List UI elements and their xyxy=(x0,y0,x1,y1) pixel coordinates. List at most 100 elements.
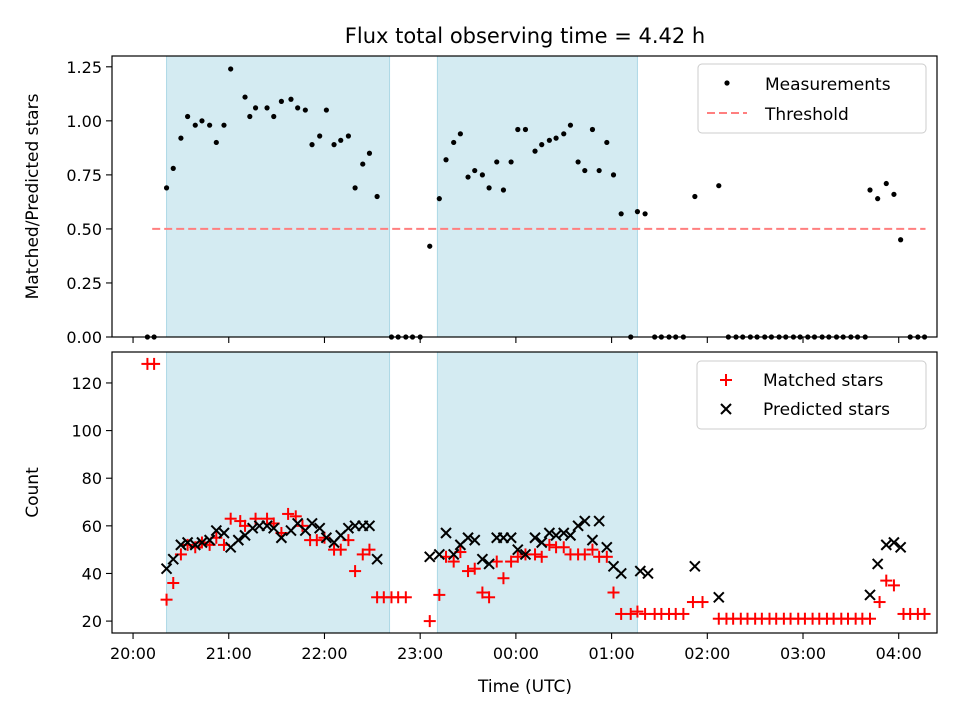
bot-y-tick-label-4: 100 xyxy=(71,422,102,441)
bot-series-0-point-63 xyxy=(631,605,644,618)
top-series-0-point-62 xyxy=(618,211,624,217)
bot-y-tick-label-5: 120 xyxy=(71,374,102,393)
bot-series-0-point-1 xyxy=(148,357,161,370)
top-series-0-point-58 xyxy=(589,126,596,133)
bot-series-1-point-44 xyxy=(529,532,541,544)
top-series-0-point-51 xyxy=(539,142,545,148)
bot-series-1-point-50 xyxy=(572,520,584,532)
top-series-0-point-94 xyxy=(875,196,881,202)
top-series-0-point-12 xyxy=(242,94,248,100)
legend-matched-marker xyxy=(720,374,732,386)
bot-y-tick-label-2: 60 xyxy=(82,517,102,536)
top-observing-span-1 xyxy=(436,55,638,338)
bot-series-1-point-48 xyxy=(558,527,570,539)
bot-series-0-point-56 xyxy=(578,548,591,561)
bot-series-0-point-49 xyxy=(529,548,542,561)
top-series-0-point-72 xyxy=(716,183,722,189)
top-series-0-point-96 xyxy=(891,191,897,197)
bot-series-1-point-25 xyxy=(342,522,355,534)
top-series-0-point-20 xyxy=(302,107,308,113)
top-series-0-point-28 xyxy=(360,161,366,167)
top-series-0-point-2 xyxy=(163,185,170,191)
bot-series-0-point-15 xyxy=(261,512,274,525)
top-series-0-point-26 xyxy=(345,133,351,139)
top-series-0-point-57 xyxy=(582,167,588,174)
top-series-0-point-64 xyxy=(634,209,641,215)
bot-series-1-point-41 xyxy=(505,532,517,544)
bot-series-1-point-37 xyxy=(476,553,489,565)
top-series-0-point-42 xyxy=(472,167,478,174)
top-series-0-point-45 xyxy=(494,159,500,165)
top-panel: 0.00 0.25 0.50 0.75 1.00 1.25 Matched/Predict… xyxy=(23,55,938,347)
bot-series-0-point-45 xyxy=(497,572,510,585)
top-y-tick-label-3: 0.75 xyxy=(66,166,102,185)
top-series-0-point-40 xyxy=(457,131,463,137)
bot-series-0-point-57 xyxy=(586,543,599,556)
bot-series-1-point-29 xyxy=(371,553,383,565)
top-series-0-point-39 xyxy=(451,139,457,146)
legend-matched-label: Matched stars xyxy=(763,371,883,391)
bot-series-0-point-34 xyxy=(399,591,412,604)
bottom-y-axis-label: Count xyxy=(23,467,43,518)
bottom-legend-box xyxy=(696,360,927,430)
top-series-0-point-49 xyxy=(522,126,529,133)
bot-series-0-point-41 xyxy=(468,562,481,575)
bot-series-1-point-59 xyxy=(689,560,701,573)
top-series-0-point-47 xyxy=(508,159,514,165)
bot-series-0-point-23 xyxy=(318,531,331,544)
top-series-0-point-23 xyxy=(323,107,329,113)
top-series-0-point-16 xyxy=(271,113,277,120)
legend-measurements-label: Measurements xyxy=(765,75,891,95)
bot-series-1-point-53 xyxy=(593,515,605,527)
bot-series-1-point-20 xyxy=(306,517,318,530)
bot-series-1-point-57 xyxy=(634,565,647,577)
bot-series-0-point-27 xyxy=(349,565,362,578)
bottom-panel: 20:00 21:00 22:00 23:00 00:00 01:00 02:00 03:00… xyxy=(23,351,938,697)
bot-series-1-point-61 xyxy=(864,589,876,601)
bot-series-0-point-62 xyxy=(624,607,637,620)
x-tick-label-5: 01:00 xyxy=(589,644,635,663)
bottom-legend: Matched stars Predicted stars xyxy=(696,360,927,430)
top-legend-box xyxy=(697,63,927,134)
top-series-0-point-4 xyxy=(178,135,184,141)
top-series-0-point-18 xyxy=(288,96,294,102)
bot-series-1-point-10 xyxy=(232,534,245,546)
top-series-0-point-22 xyxy=(317,133,323,139)
top-series-0-point-52 xyxy=(546,137,552,143)
top-series-0-point-54 xyxy=(561,131,567,137)
bot-series-0-point-95 xyxy=(880,574,893,587)
bot-series-0-point-2 xyxy=(160,593,173,606)
top-series-0-point-61 xyxy=(610,172,617,178)
x-tick-label-7: 03:00 xyxy=(780,644,826,663)
top-series-0-point-41 xyxy=(465,174,471,180)
top-series-0-point-19 xyxy=(295,105,301,111)
top-series-0-point-24 xyxy=(331,142,337,148)
bot-series-0-point-96 xyxy=(887,579,900,592)
bot-series-1-point-8 xyxy=(218,527,230,539)
top-y-tick-label-5: 1.25 xyxy=(66,58,102,77)
x-tick-label-8: 04:00 xyxy=(876,644,922,663)
bot-series-0-point-43 xyxy=(483,591,496,604)
bot-series-1-point-3 xyxy=(181,536,194,549)
bot-series-1-point-56 xyxy=(615,567,627,580)
x-tick-label-1: 21:00 xyxy=(206,644,252,663)
bot-series-1-point-16 xyxy=(275,532,288,544)
x-tick-label-2: 22:00 xyxy=(301,644,347,663)
top-y-tick-label-2: 0.50 xyxy=(66,220,102,239)
bot-series-1-point-43 xyxy=(519,548,532,561)
bot-series-0-point-100 xyxy=(918,607,931,620)
bot-series-0-point-69 xyxy=(677,607,690,620)
bot-series-1-point-33 xyxy=(447,548,460,561)
top-series-0-point-14 xyxy=(252,105,259,111)
top-panel-frame xyxy=(111,55,938,338)
top-series-0-point-46 xyxy=(500,187,507,193)
bot-series-1-point-2 xyxy=(175,539,187,551)
bot-series-0-point-22 xyxy=(310,534,323,547)
bot-y-tick-label-1: 40 xyxy=(82,564,102,583)
legend-predicted-marker xyxy=(720,403,732,415)
top-series-0-point-60 xyxy=(604,139,610,146)
top-series-0-point-25 xyxy=(338,137,344,143)
top-series-0-point-50 xyxy=(532,148,538,154)
bot-y-tick-label-0: 20 xyxy=(82,612,102,631)
